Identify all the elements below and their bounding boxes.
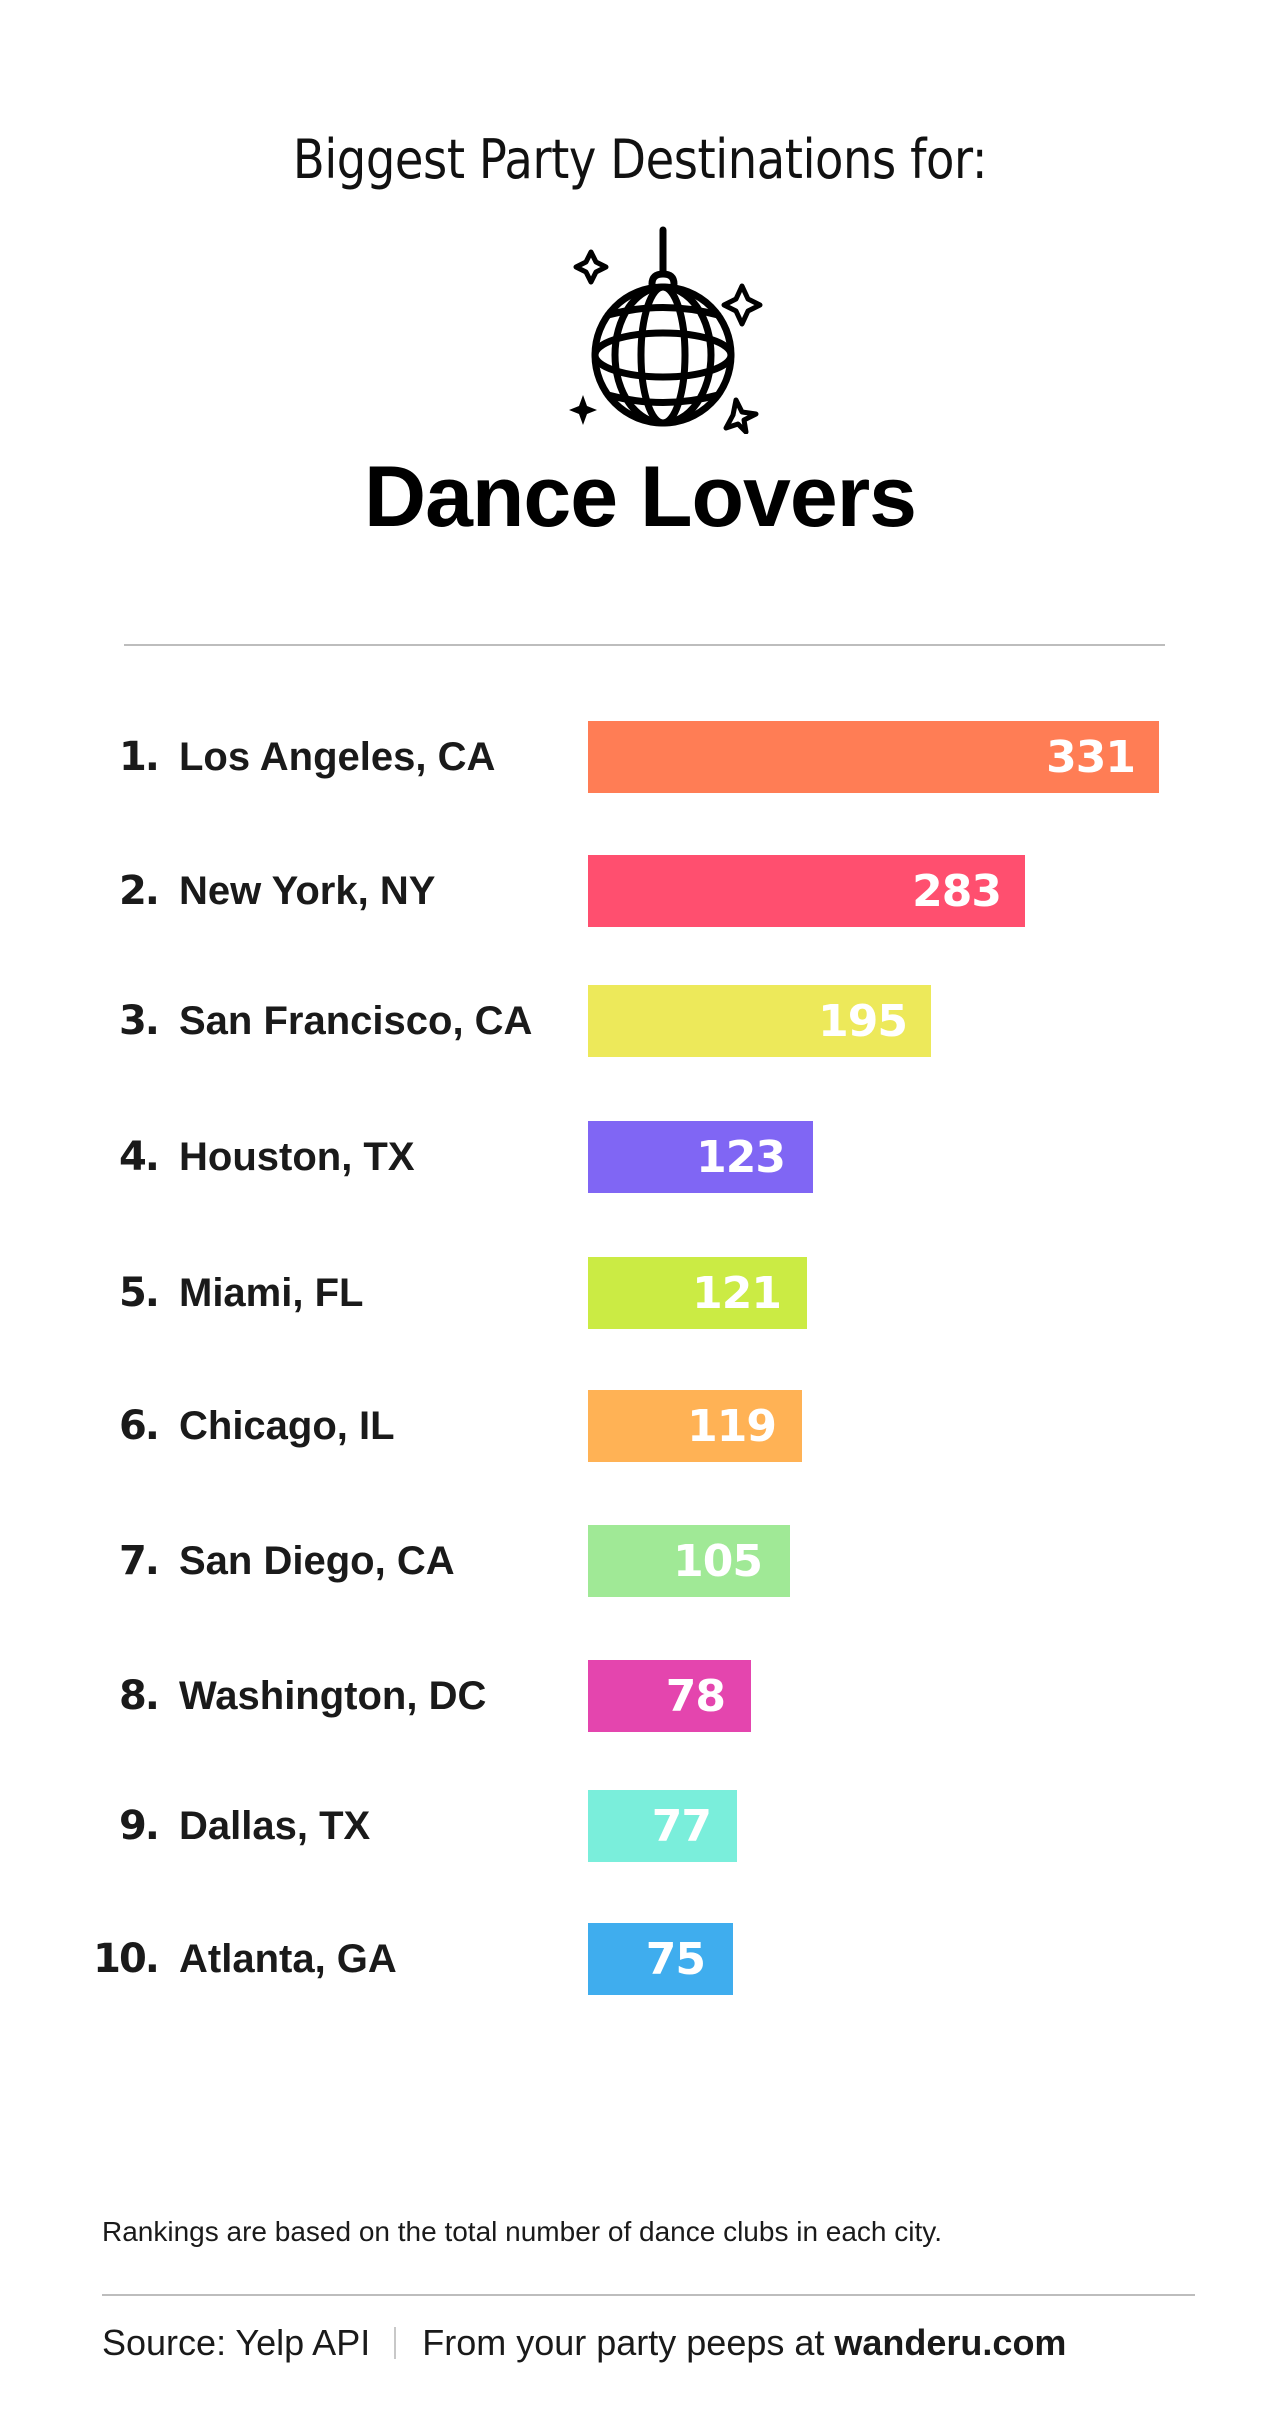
- city-label: Dallas, TX: [179, 1804, 371, 1848]
- bar-value: 78: [665, 1671, 726, 1722]
- chart-row: 6. Chicago, IL 119: [0, 1390, 1280, 1462]
- bar: 119: [588, 1390, 802, 1462]
- bar: 75: [588, 1923, 733, 1995]
- bar-value: 195: [818, 996, 908, 1047]
- source-line: Source: Yelp API From your party peeps a…: [102, 2322, 1066, 2364]
- city-label: San Diego, CA: [179, 1539, 455, 1583]
- rank-label: 10.: [93, 1936, 160, 1982]
- bar-value: 331: [1046, 732, 1136, 783]
- header-divider: [124, 644, 1165, 646]
- rank-label: 9.: [118, 1803, 160, 1849]
- chart-row: 7. San Diego, CA 105: [0, 1525, 1280, 1597]
- bar-value: 283: [912, 866, 1002, 917]
- city-label: Atlanta, GA: [179, 1937, 397, 1981]
- rank-label: 4.: [118, 1134, 160, 1180]
- rank-label: 5.: [118, 1270, 160, 1316]
- bar: 123: [588, 1121, 813, 1193]
- page-subtitle: Dance Lovers: [363, 449, 917, 545]
- chart-row: 1. Los Angeles, CA 331: [0, 721, 1280, 793]
- city-label: San Francisco, CA: [179, 999, 533, 1043]
- bar-value: 75: [645, 1934, 706, 1985]
- city-label: Chicago, IL: [179, 1404, 395, 1448]
- rank-label: 1.: [118, 734, 160, 780]
- rank-label: 2.: [118, 868, 160, 914]
- city-label: Los Angeles, CA: [179, 735, 496, 779]
- footer-divider: [102, 2294, 1195, 2296]
- city-label: New York, NY: [179, 869, 436, 913]
- chart-row: 2. New York, NY 283: [0, 855, 1280, 927]
- bar-value: 105: [673, 1536, 763, 1587]
- chart-row: 4. Houston, TX 123: [0, 1121, 1280, 1193]
- bar-value: 77: [651, 1801, 712, 1852]
- chart-row: 8. Washington, DC 78: [0, 1660, 1280, 1732]
- bar-value: 121: [692, 1268, 782, 1319]
- bar-value: 119: [687, 1401, 777, 1452]
- rank-label: 3.: [118, 998, 160, 1044]
- chart-row: 9. Dallas, TX 77: [0, 1790, 1280, 1862]
- bar-value: 123: [696, 1132, 786, 1183]
- chart-row: 10. Atlanta, GA 75: [0, 1923, 1280, 1995]
- chart-row: 5. Miami, FL 121: [0, 1257, 1280, 1329]
- rank-label: 6.: [118, 1403, 160, 1449]
- bar: 78: [588, 1660, 751, 1732]
- rank-label: 7.: [118, 1538, 160, 1584]
- city-label: Miami, FL: [179, 1271, 364, 1315]
- brand-link: wanderu.com: [834, 2322, 1067, 2363]
- disco-ball-icon: [569, 226, 763, 434]
- source-label: Source: Yelp API: [102, 2322, 371, 2363]
- footnote: Rankings are based on the total number o…: [102, 2216, 942, 2247]
- bar: 331: [588, 721, 1159, 793]
- bar: 77: [588, 1790, 737, 1862]
- bar: 195: [588, 985, 931, 1057]
- bar: 105: [588, 1525, 790, 1597]
- bar: 283: [588, 855, 1025, 927]
- credit-text: From your party peeps at: [422, 2322, 825, 2363]
- chart-row: 3. San Francisco, CA 195: [0, 985, 1280, 1057]
- separator: [394, 2327, 397, 2359]
- bar: 121: [588, 1257, 807, 1329]
- page-title: Biggest Party Destinations for:: [292, 128, 988, 191]
- city-label: Houston, TX: [179, 1135, 415, 1179]
- rank-label: 8.: [118, 1673, 160, 1719]
- city-label: Washington, DC: [179, 1674, 487, 1718]
